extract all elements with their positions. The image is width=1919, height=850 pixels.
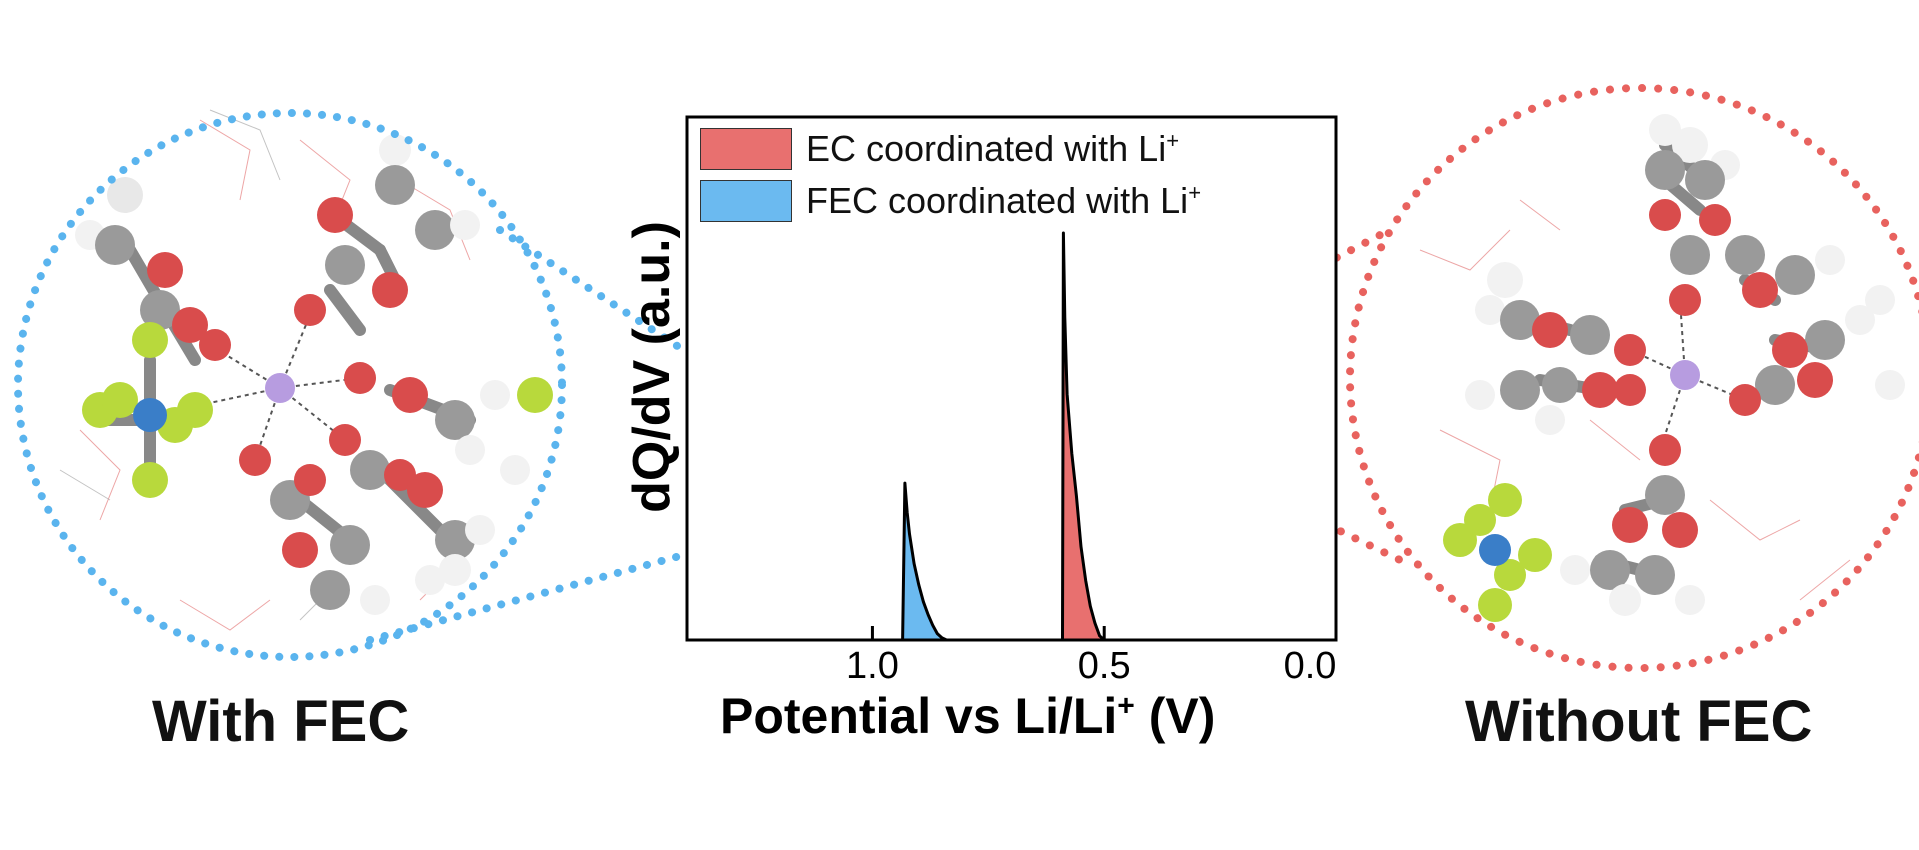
series-area-0 <box>1061 231 1106 642</box>
legend-item-fec: FEC coordinated with Li+ <box>700 175 1201 227</box>
x-tick-label: 1.0 <box>846 645 899 687</box>
dqdv-chart <box>685 115 1338 642</box>
series-layer <box>901 231 1106 642</box>
x-tick-label: 0.0 <box>1283 645 1337 687</box>
legend-label-ec: EC coordinated with Li+ <box>806 128 1180 169</box>
without-fec-caption: Without FEC <box>1465 689 1813 754</box>
with-fec-molecule-image <box>14 109 566 661</box>
plot-background <box>687 117 1336 640</box>
legend-swatch-fec <box>700 180 792 222</box>
legend-label-fec: FEC coordinated with Li+ <box>806 180 1202 221</box>
plot-frame <box>685 115 1338 642</box>
series-area-1 <box>901 481 949 642</box>
left-connector-lower <box>366 491 909 644</box>
without-fec-molecule-image <box>1346 84 1919 672</box>
x-tick-label: 0.5 <box>1077 645 1131 687</box>
with-fec-caption: With FEC <box>152 689 410 754</box>
legend-swatch-ec <box>700 128 792 170</box>
chart-legend: EC coordinated with Li+ FEC coordinated … <box>700 123 1201 227</box>
legend-item-ec: EC coordinated with Li+ <box>700 123 1201 175</box>
x-axis-label: Potential vs Li/Li+ (V) <box>720 688 1216 744</box>
